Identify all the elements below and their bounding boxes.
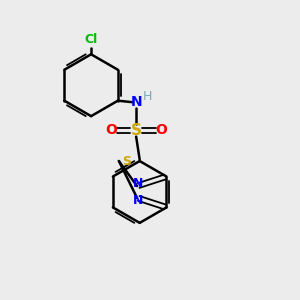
Text: S: S xyxy=(122,154,131,167)
Text: S: S xyxy=(130,123,142,138)
Text: N: N xyxy=(132,194,143,207)
Text: N: N xyxy=(130,95,142,109)
Text: O: O xyxy=(155,123,167,137)
Text: O: O xyxy=(105,123,117,137)
Text: H: H xyxy=(142,90,152,104)
Text: N: N xyxy=(132,177,143,190)
Text: Cl: Cl xyxy=(85,33,98,46)
